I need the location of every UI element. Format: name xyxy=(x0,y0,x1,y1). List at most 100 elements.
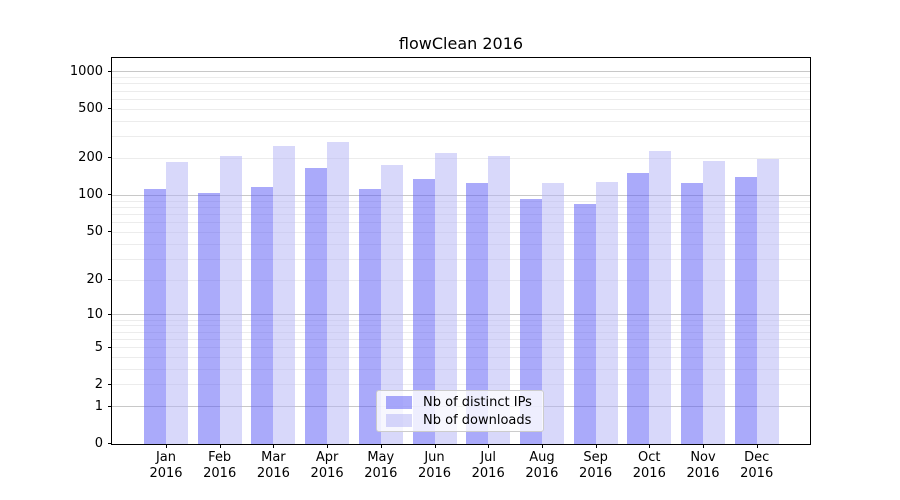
bar-aug-distinct-ips xyxy=(519,198,542,444)
bar-feb-distinct-ips xyxy=(197,193,220,444)
bar-apr-distinct-ips xyxy=(305,168,328,444)
y-tick-mark xyxy=(108,346,112,348)
x-tick-label-jan: Jan 2016 xyxy=(149,450,183,481)
x-tick-label-dec: Dec 2016 xyxy=(740,450,774,481)
x-tick-label-nov: Nov 2016 xyxy=(686,450,720,481)
x-tick-mark xyxy=(541,444,543,448)
x-tick-label-may: May 2016 xyxy=(364,450,398,481)
legend: Nb of distinct IPs Nb of downloads xyxy=(376,390,544,432)
y-tick-label: 1 xyxy=(94,398,103,414)
minor-gridline xyxy=(112,136,810,138)
x-tick-label-jun: Jun 2016 xyxy=(417,450,452,481)
minor-gridline xyxy=(112,222,810,224)
bar-dec-downloads xyxy=(756,158,779,444)
bar-mar-downloads xyxy=(273,145,296,444)
plot-area xyxy=(112,58,810,444)
x-tick-mark xyxy=(327,444,329,448)
y-tick-mark xyxy=(108,157,112,159)
minor-gridline xyxy=(112,356,810,358)
y-tick-label: 100 xyxy=(78,187,103,203)
y-tick-mark xyxy=(108,383,112,385)
y-tick-label: 500 xyxy=(78,101,103,117)
x-tick-mark xyxy=(434,444,436,448)
x-tick-mark xyxy=(756,444,758,448)
x-tick-mark xyxy=(166,444,167,448)
bar-feb-downloads xyxy=(219,156,242,444)
bar-jun-distinct-ips xyxy=(412,179,435,444)
bar-nov-distinct-ips xyxy=(681,182,703,444)
x-tick-label-sep: Sep 2016 xyxy=(579,450,613,481)
bar-oct-downloads xyxy=(649,150,672,444)
minor-gridline xyxy=(112,331,810,333)
minor-gridline xyxy=(112,90,810,92)
bar-oct-distinct-ips xyxy=(627,172,650,444)
y-tick-label: 50 xyxy=(86,224,103,240)
minor-gridline xyxy=(112,206,810,208)
x-tick-mark xyxy=(488,444,490,448)
x-tick-mark xyxy=(649,444,651,448)
minor-gridline xyxy=(112,77,810,79)
minor-gridline xyxy=(112,319,810,321)
minor-gridline xyxy=(112,347,810,348)
minor-gridline xyxy=(112,258,810,260)
x-tick-label-mar: Mar 2016 xyxy=(256,450,290,481)
x-tick-label-feb: Feb 2016 xyxy=(203,450,237,481)
minor-gridline xyxy=(112,231,810,233)
y-tick-mark xyxy=(108,108,112,110)
y-tick-mark xyxy=(108,405,112,407)
bar-nov-downloads xyxy=(703,160,725,444)
y-tick-mark xyxy=(108,194,112,196)
legend-item-distinct-ips: Nb of distinct IPs xyxy=(386,395,543,410)
legend-item-downloads: Nb of downloads xyxy=(386,413,543,428)
minor-gridline xyxy=(112,338,810,340)
y-tick-mark xyxy=(108,443,112,444)
x-tick-label-aug: Aug 2016 xyxy=(525,450,559,481)
legend-swatch-distinct-ips xyxy=(386,395,412,409)
x-tick-mark xyxy=(219,444,221,448)
bar-jul-distinct-ips xyxy=(466,183,489,444)
y-tick-label: 1000 xyxy=(69,63,103,79)
bar-mar-distinct-ips xyxy=(251,186,274,444)
bar-apr-downloads xyxy=(327,141,350,444)
y-tick-label: 20 xyxy=(86,272,103,288)
x-tick-label-jul: Jul 2016 xyxy=(471,450,505,481)
legend-swatch-downloads xyxy=(386,413,412,427)
minor-gridline xyxy=(112,368,810,370)
minor-gridline xyxy=(112,384,810,386)
bar-jan-distinct-ips xyxy=(144,188,166,444)
major-gridline xyxy=(112,194,810,196)
bar-jan-downloads xyxy=(166,162,188,444)
y-tick-label: 10 xyxy=(86,306,103,322)
legend-label-distinct-ips: Nb of distinct IPs xyxy=(423,394,532,410)
minor-gridline xyxy=(112,98,810,100)
x-tick-label-oct: Oct 2016 xyxy=(632,450,666,481)
x-tick-mark xyxy=(273,444,275,448)
minor-gridline xyxy=(112,83,810,85)
bar-aug-downloads xyxy=(541,182,564,444)
chart-title: flowClean 2016 xyxy=(398,34,524,53)
minor-gridline xyxy=(112,325,810,327)
bar-jun-downloads xyxy=(434,152,457,444)
minor-gridline xyxy=(112,120,810,122)
bar-may-distinct-ips xyxy=(358,189,381,444)
y-tick-label: 200 xyxy=(78,150,103,166)
major-gridline xyxy=(112,71,810,73)
y-tick-mark xyxy=(108,313,112,315)
bar-sep-distinct-ips xyxy=(573,204,596,444)
y-tick-label: 0 xyxy=(94,436,103,451)
major-gridline xyxy=(112,314,810,316)
minor-gridline xyxy=(112,157,810,159)
minor-gridline xyxy=(112,279,810,281)
bar-dec-distinct-ips xyxy=(734,176,757,444)
bar-jul-downloads xyxy=(488,155,511,444)
x-tick-mark xyxy=(595,444,597,448)
x-tick-mark xyxy=(703,444,704,448)
y-tick-mark xyxy=(108,70,112,72)
bar-may-downloads xyxy=(380,164,403,444)
minor-gridline xyxy=(112,213,810,215)
minor-gridline xyxy=(112,243,810,245)
bar-sep-downloads xyxy=(595,182,618,444)
y-tick-mark xyxy=(108,279,112,281)
minor-gridline xyxy=(112,108,810,110)
